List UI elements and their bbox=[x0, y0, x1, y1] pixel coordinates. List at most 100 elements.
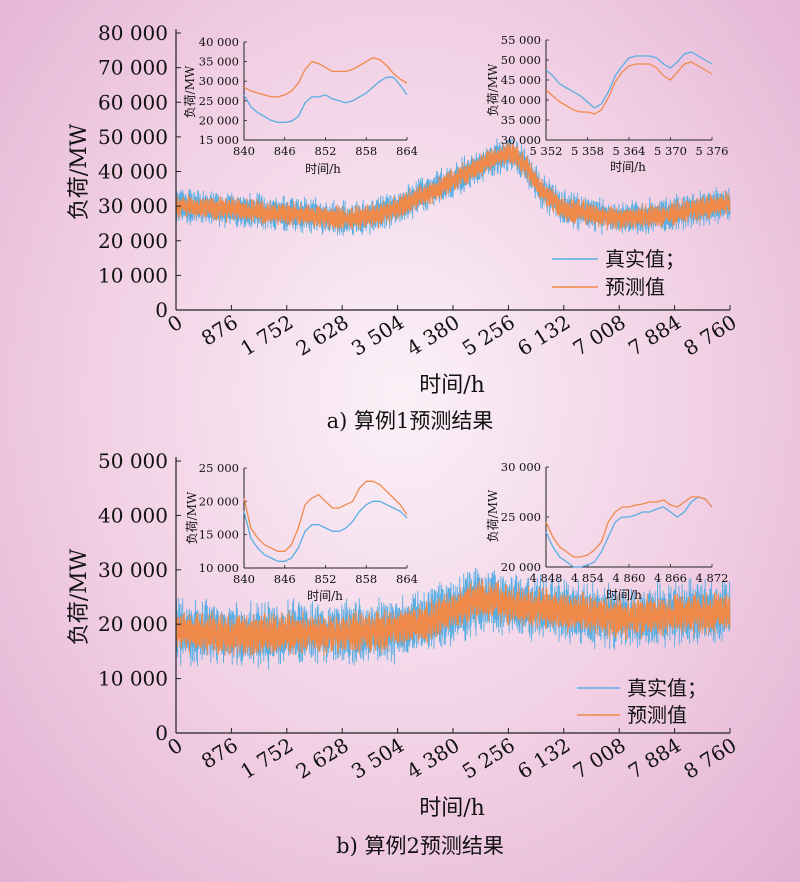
inset-y-tick-label: 25 000 bbox=[501, 510, 541, 524]
x-tick-label: 5 256 bbox=[458, 733, 519, 784]
legend-predicted-label: 预测值 bbox=[627, 703, 687, 727]
chart-b-inset-2: 20 000 25 000 30 000 4 848 4 854 4 860 4 866 4 … bbox=[501, 460, 729, 585]
inset-series-actual-line bbox=[545, 496, 713, 568]
chart-a-inset-1-ylabel: 负荷/MW bbox=[183, 65, 197, 118]
chart-a-inset-1: 15 000 20 000 25 000 30 000 35 000 40 000 840 8… bbox=[199, 35, 418, 158]
chart-a-xlabel: 时间/h bbox=[419, 373, 485, 398]
chart-b-inset-2-xlabel: 时间/h bbox=[606, 588, 642, 602]
inset-y-tick-label: 10 000 bbox=[199, 561, 239, 575]
x-tick-label: 1 752 bbox=[236, 310, 297, 361]
chart-b-series bbox=[175, 567, 731, 670]
inset-y-tick-label: 50 000 bbox=[501, 53, 541, 67]
inset-x-tick-label: 5 358 bbox=[571, 144, 604, 158]
x-tick-label: 4 380 bbox=[402, 733, 463, 784]
inset-y-tick-label: 25 000 bbox=[199, 94, 239, 108]
inset-y-tick-label: 20 000 bbox=[199, 494, 239, 508]
y-tick-label: 20 000 bbox=[98, 612, 168, 636]
x-tick-label: 7 008 bbox=[569, 733, 630, 784]
series-predicted-line bbox=[175, 578, 731, 656]
x-tick-label: 6 132 bbox=[513, 310, 574, 361]
inset-y-tick-label: 15 000 bbox=[199, 133, 239, 147]
inset-y-tick-label: 35 000 bbox=[501, 113, 541, 127]
x-tick-label: 1 752 bbox=[236, 733, 297, 784]
x-tick-label: 4 380 bbox=[402, 310, 463, 361]
chart-a-caption: a) 算例1预测结果 bbox=[327, 409, 494, 433]
y-tick-label: 0 bbox=[155, 721, 168, 745]
x-tick-label: 3 504 bbox=[347, 310, 408, 361]
inset-series-predicted-line bbox=[243, 480, 408, 552]
inset-x-tick-label: 5 376 bbox=[696, 144, 729, 158]
x-tick-label: 7 008 bbox=[569, 310, 630, 361]
inset-y-tick-label: 25 000 bbox=[199, 461, 239, 475]
inset-x-tick-label: 5 352 bbox=[530, 144, 563, 158]
y-tick-label: 70 000 bbox=[98, 56, 168, 80]
y-tick-label: 80 000 bbox=[98, 21, 168, 45]
x-tick-label: 0 bbox=[163, 733, 187, 760]
y-tick-label: 30 000 bbox=[98, 558, 168, 582]
x-tick-label: 8 760 bbox=[679, 310, 740, 361]
inset-x-tick-label: 4 872 bbox=[696, 571, 729, 585]
inset-x-tick-label: 864 bbox=[396, 144, 418, 158]
inset-series-actual-line bbox=[243, 500, 408, 562]
y-tick-label: 0 bbox=[155, 298, 168, 322]
inset-x-tick-label: 858 bbox=[355, 144, 377, 158]
chart-b-y-ticks: 0 10 000 20 000 30 000 40 000 50 000 bbox=[98, 449, 181, 745]
inset-x-tick-label: 864 bbox=[396, 572, 418, 586]
inset-y-tick-label: 45 000 bbox=[501, 73, 541, 87]
inset-y-tick-label: 20 000 bbox=[199, 113, 239, 127]
chart-a-legend: 真实值； 预测值 bbox=[552, 247, 685, 299]
inset-x-tick-label: 4 848 bbox=[530, 571, 563, 585]
chart-a-y-ticks: 0 10 000 20 000 30 000 40 000 50 000 60 000 70 … bbox=[98, 21, 181, 322]
inset-x-tick-label: 852 bbox=[315, 572, 337, 586]
chart-a-inset-2: 30 000 35 000 40 000 45 000 50 000 55 000 5 35… bbox=[501, 33, 729, 158]
inset-y-tick-label: 30 000 bbox=[199, 74, 239, 88]
inset-x-tick-label: 4 854 bbox=[571, 571, 604, 585]
chart-a-series bbox=[175, 138, 731, 237]
y-tick-label: 40 000 bbox=[98, 503, 168, 527]
x-tick-label: 876 bbox=[197, 733, 242, 774]
legend-predicted-label: 预测值 bbox=[605, 275, 665, 299]
x-tick-label: 7 884 bbox=[624, 733, 685, 784]
x-tick-label: 6 132 bbox=[513, 733, 574, 784]
x-tick-label: 2 628 bbox=[292, 733, 353, 784]
chart-b-inset-2-ylabel: 负荷/MW bbox=[486, 489, 500, 542]
y-tick-label: 50 000 bbox=[98, 449, 168, 473]
x-tick-label: 3 504 bbox=[347, 733, 408, 784]
y-tick-label: 10 000 bbox=[98, 667, 168, 691]
chart-a: 0 10 000 20 000 30 000 40 000 50 000 60 000 70 … bbox=[67, 21, 741, 433]
x-tick-label: 8 760 bbox=[679, 733, 740, 784]
inset-series-predicted-line bbox=[545, 61, 713, 115]
x-tick-label: 5 256 bbox=[458, 310, 519, 361]
x-tick-label: 7 884 bbox=[624, 310, 685, 361]
chart-b-inset-1-ylabel: 负荷/MW bbox=[185, 491, 199, 544]
inset-y-tick-label: 40 000 bbox=[199, 35, 239, 49]
inset-y-tick-label: 40 000 bbox=[501, 93, 541, 107]
inset-x-tick-label: 5 364 bbox=[613, 144, 646, 158]
y-tick-label: 20 000 bbox=[98, 229, 168, 253]
series-predicted-line bbox=[175, 142, 731, 232]
x-tick-label: 2 628 bbox=[292, 310, 353, 361]
chart-a-inset-1-xlabel: 时间/h bbox=[305, 162, 341, 176]
chart-b-caption: b) 算例2预测结果 bbox=[336, 834, 504, 858]
inset-x-tick-label: 846 bbox=[274, 572, 296, 586]
y-tick-label: 50 000 bbox=[98, 125, 168, 149]
chart-b-inset-1: 10 000 15 000 20 000 25 000 840 846 852 858 864 bbox=[199, 461, 418, 586]
chart-a-inset-2-xlabel: 时间/h bbox=[610, 160, 646, 174]
inset-series-actual-line bbox=[243, 76, 408, 124]
y-tick-label: 60 000 bbox=[98, 90, 168, 114]
inset-x-tick-label: 858 bbox=[355, 572, 377, 586]
inset-y-tick-label: 30 000 bbox=[501, 460, 541, 474]
chart-b-ylabel: 负荷/MW bbox=[67, 548, 92, 645]
inset-y-tick-label: 15 000 bbox=[199, 528, 239, 542]
legend-actual-label: 真实值； bbox=[627, 676, 707, 700]
inset-x-tick-label: 846 bbox=[274, 144, 296, 158]
inset-y-tick-label: 35 000 bbox=[199, 55, 239, 69]
x-tick-label: 876 bbox=[197, 310, 242, 351]
inset-x-tick-label: 5 370 bbox=[654, 144, 687, 158]
inset-series-predicted-line bbox=[545, 496, 713, 558]
chart-a-inset-2-ylabel: 负荷/MW bbox=[486, 63, 500, 116]
chart-a-ylabel: 负荷/MW bbox=[67, 123, 92, 220]
